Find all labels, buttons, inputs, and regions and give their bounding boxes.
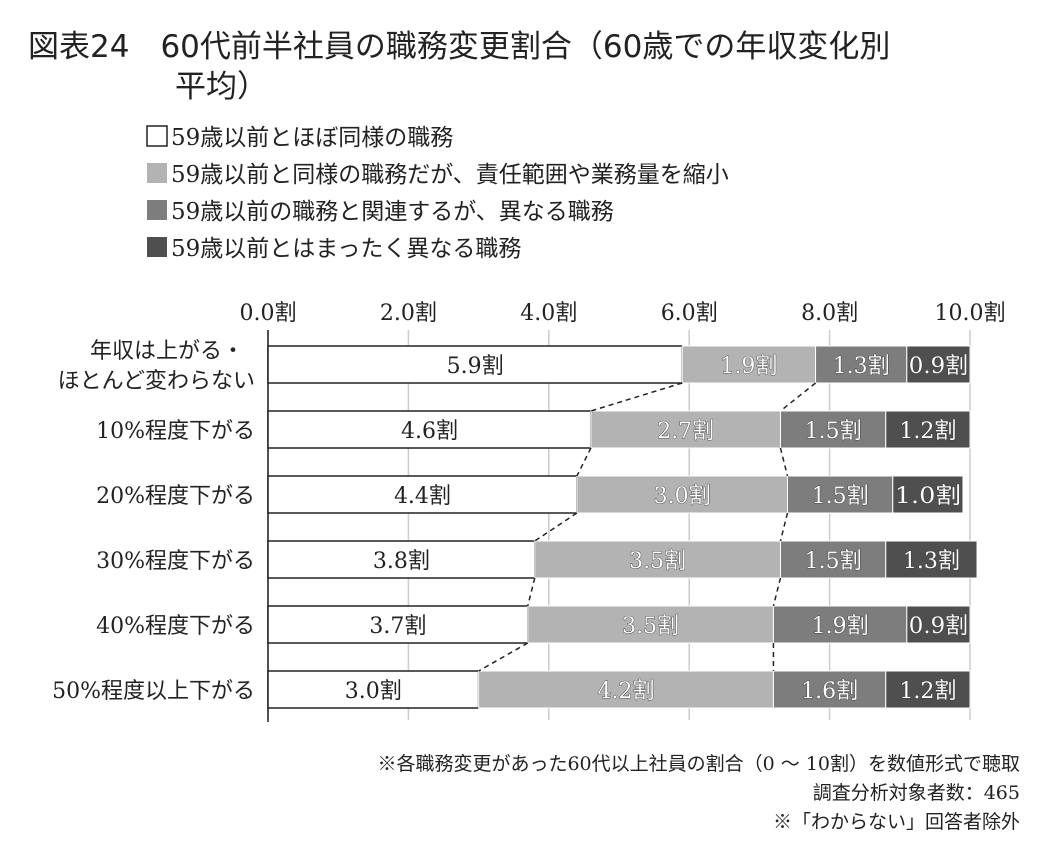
x-tick-label: 6.0割 — [661, 301, 718, 326]
bar-segment — [815, 345, 908, 384]
category-label: ほとんど変わらない — [58, 369, 255, 394]
bar-segment — [779, 540, 887, 579]
bar-segment — [267, 475, 578, 514]
bar-segment — [772, 670, 887, 709]
data-label: 1.5割 — [805, 549, 862, 574]
bar-segment — [267, 605, 529, 644]
x-tick-label: 10.0割 — [935, 301, 1006, 326]
data-label: 1.9割 — [720, 354, 777, 379]
bar-segment — [267, 345, 683, 384]
bar-segment — [534, 540, 781, 579]
bar-segment — [267, 540, 536, 579]
x-tick-label: 0.0割 — [240, 301, 297, 326]
legend-swatch — [147, 163, 167, 183]
footnote: ※「わからない」回答者除外 — [773, 811, 1020, 833]
category-label: 10%程度下がる — [96, 419, 255, 444]
data-label: 3.8割 — [373, 549, 430, 574]
data-label: 4.6割 — [401, 419, 458, 444]
legend-label: 59歳以前とはまったく異なる職務 — [171, 236, 521, 262]
category-label: 20%程度下がる — [96, 484, 255, 509]
bar-segment — [772, 605, 908, 644]
connector-line — [779, 382, 817, 412]
bar-segment — [681, 345, 817, 384]
data-label: 4.2割 — [598, 679, 655, 704]
bar-segment — [786, 475, 894, 514]
data-label: 3.5割 — [629, 549, 686, 574]
data-label: 0.9割 — [909, 614, 968, 639]
data-label: 1.2割 — [899, 419, 956, 444]
bar-segment — [885, 670, 971, 709]
connector-line — [590, 382, 683, 412]
data-label: 1.9割 — [812, 614, 869, 639]
data-label: 3.7割 — [369, 614, 426, 639]
data-label: 1.6割 — [801, 679, 858, 704]
data-label: 3.5割 — [622, 614, 679, 639]
bar-segment — [478, 670, 774, 709]
data-label: 3.0割 — [345, 679, 402, 704]
category-label: 30%程度下がる — [96, 549, 255, 574]
bar-segment — [906, 605, 971, 644]
x-tick-label: 8.0割 — [801, 301, 858, 326]
data-label: 3.0割 — [654, 484, 711, 509]
data-label: 1.3割 — [833, 354, 890, 379]
chart-title-line2: 平均） — [175, 69, 268, 105]
footnote: ※各職務変更があった60代以上社員の割合（0 ～ 10割）を数値形式で聴取 — [377, 753, 1020, 775]
footnote: 調査分析対象者数：465 — [813, 782, 1020, 804]
connector-line — [772, 577, 782, 607]
connector-line — [779, 512, 789, 542]
data-label: 0.9割 — [909, 354, 968, 379]
legend-swatch — [147, 237, 167, 257]
bar-segment — [892, 475, 964, 514]
data-label: 1.5割 — [812, 484, 869, 509]
bar-segment — [885, 540, 978, 579]
data-label: 1.0割 — [895, 484, 961, 509]
chart-title: 図表24 60代前半社員の職務変更割合（60歳での年収変化別 — [28, 29, 890, 65]
bar-segment — [267, 410, 592, 449]
data-label: 2.7割 — [657, 419, 714, 444]
connector-line — [478, 642, 529, 672]
bar-segment — [885, 410, 971, 449]
legend-swatch — [147, 200, 167, 220]
category-label: 年収は上がる・ — [90, 339, 244, 364]
data-label: 5.9割 — [447, 354, 504, 379]
legend-label: 59歳以前と同様の職務だが、責任範囲や業務量を縮小 — [171, 162, 729, 188]
bar-segment — [590, 410, 781, 449]
x-tick-label: 2.0割 — [380, 301, 437, 326]
category-label: 50%程度以上下がる — [52, 679, 255, 704]
data-label: 1.3割 — [903, 549, 960, 574]
data-label: 1.2割 — [899, 679, 956, 704]
connector-line — [527, 577, 536, 607]
x-tick-label: 4.0割 — [520, 301, 577, 326]
connector-line — [576, 447, 592, 477]
connector-line — [534, 512, 578, 542]
bar-segment — [906, 345, 971, 384]
category-label: 40%程度下がる — [96, 614, 255, 639]
legend-label: 59歳以前とほぼ同様の職務 — [171, 125, 453, 151]
bar-segment — [267, 670, 480, 709]
legend-label: 59歳以前の職務と関連するが、異なる職務 — [171, 199, 614, 225]
legend-swatch — [146, 125, 168, 147]
connector-line — [779, 447, 789, 477]
data-label: 1.5割 — [805, 419, 862, 444]
data-label: 4.4割 — [394, 484, 451, 509]
